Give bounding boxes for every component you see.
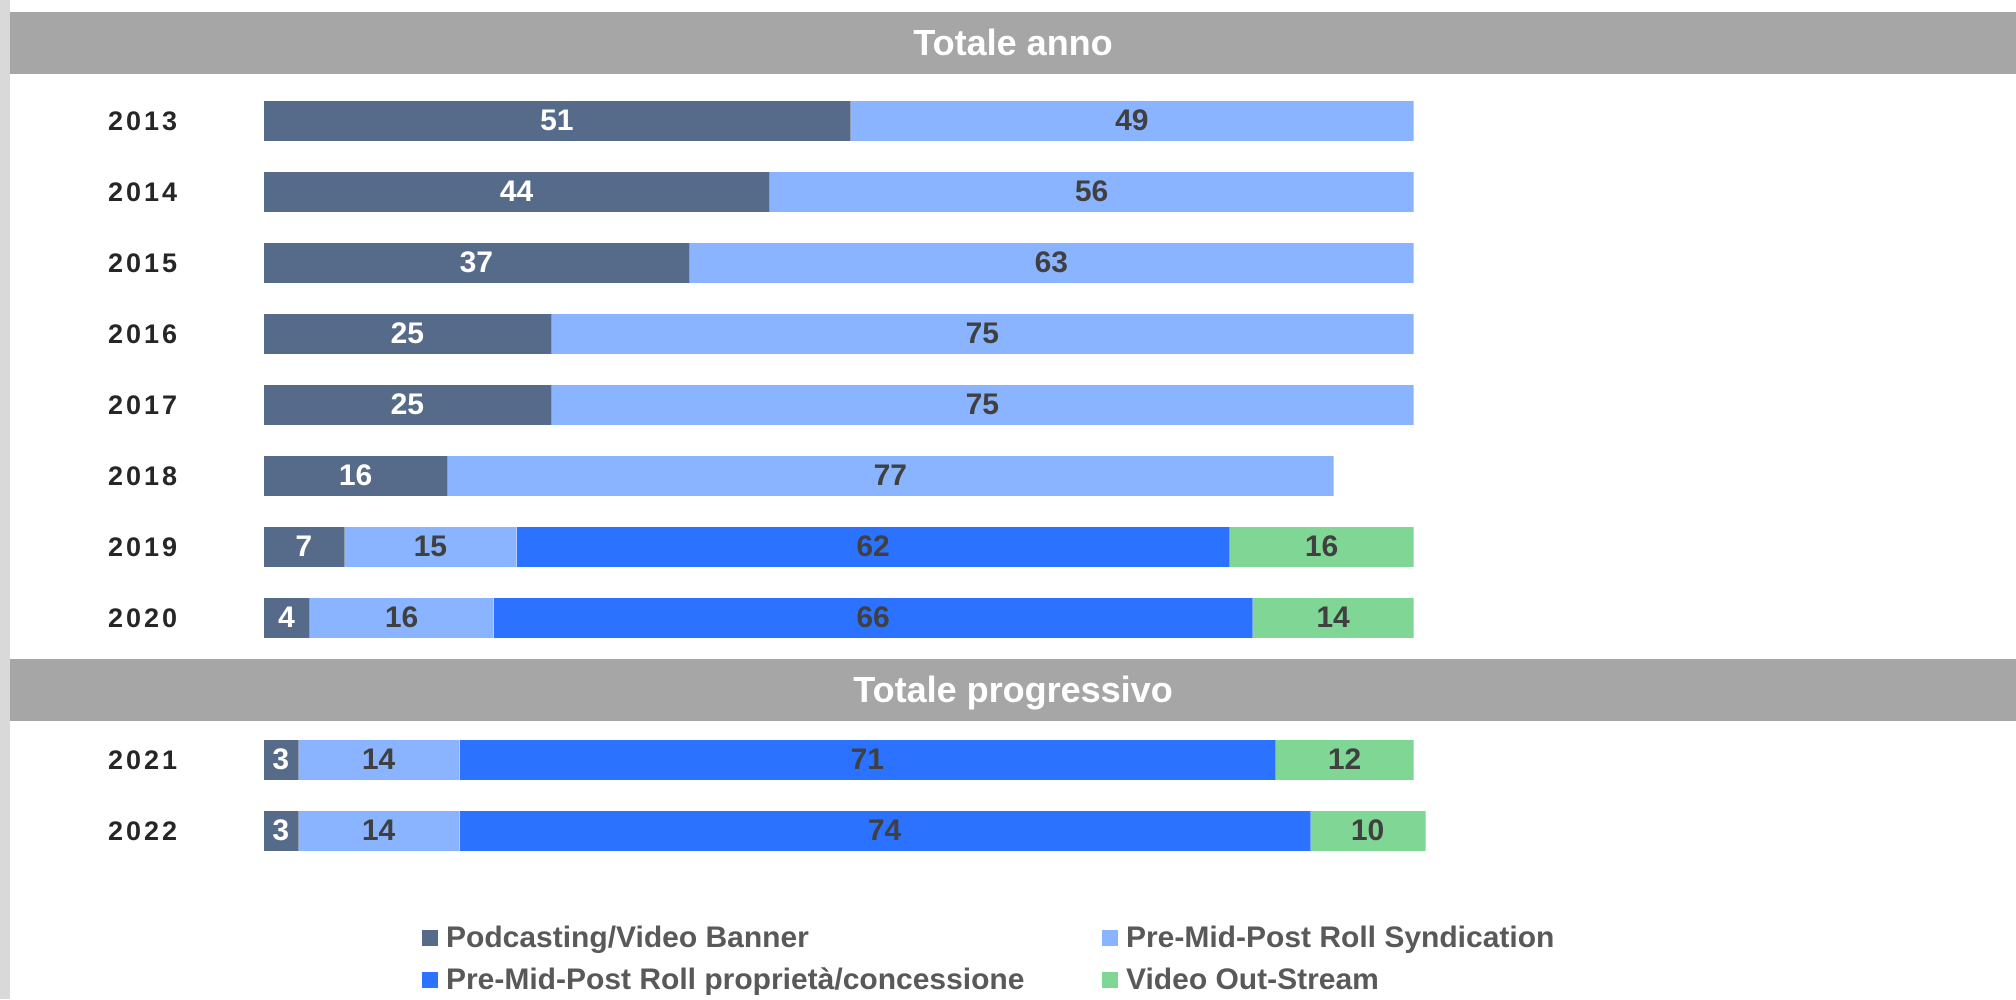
year-label-2015: 2015 — [108, 248, 181, 278]
legend-swatch-podcasting — [422, 930, 438, 946]
bar-segment-2019-s2: 62 — [517, 527, 1230, 567]
bar-row-2020: 4 16 66 14 — [264, 598, 2016, 638]
bar-segment-2021-s3: 12 — [1276, 740, 1414, 780]
bar-segment-2019-s0: 7 — [264, 527, 345, 567]
bar-row-2022: 3 14 74 10 — [264, 811, 2016, 851]
bar-segment-2022-s0: 3 — [264, 811, 299, 851]
left-edge-strip — [0, 0, 10, 999]
bar-segment-2020-s1: 16 — [310, 598, 494, 638]
bar-segment-2022-s2: 74 — [459, 811, 1311, 851]
year-label-2014: 2014 — [108, 177, 181, 207]
bar-segment-2013-s1: 49 — [850, 101, 1414, 141]
bar-segment-2019-s1: 15 — [344, 527, 517, 567]
legend-label-outstream: Video Out-Stream — [1126, 963, 1379, 996]
bar-segment-2017-s0: 25 — [264, 385, 552, 425]
bar-segment-2016-s0: 25 — [264, 314, 552, 354]
chart-legend: Podcasting/Video Banner Pre-Mid-Post Rol… — [422, 918, 1622, 999]
legend-swatch-proprieta — [422, 972, 438, 988]
bar-segment-2017-s1: 75 — [551, 385, 1414, 425]
bar-row-2017: 25 75 — [264, 385, 2016, 425]
legend-label-syndication: Pre-Mid-Post Roll Syndication — [1126, 921, 1555, 954]
bar-segment-2021-s1: 14 — [298, 740, 460, 780]
bar-segment-2016-s1: 75 — [551, 314, 1414, 354]
bar-segment-2021-s2: 71 — [459, 740, 1276, 780]
section-title-annual: Totale anno — [10, 12, 2016, 74]
bar-segment-2019-s3: 16 — [1230, 527, 1414, 567]
year-label-2013: 2013 — [108, 106, 181, 136]
legend-item-outstream: Video Out-Stream — [1102, 960, 1379, 1000]
bar-segment-2018-s0: 16 — [264, 456, 448, 496]
year-label-2017: 2017 — [108, 390, 181, 420]
year-label-2022: 2022 — [108, 816, 181, 846]
bar-segment-2020-s2: 66 — [494, 598, 1253, 638]
bar-segment-2022-s1: 14 — [298, 811, 460, 851]
bar-row-2016: 25 75 — [264, 314, 2016, 354]
year-label-2021: 2021 — [108, 745, 181, 775]
bar-segment-2021-s0: 3 — [264, 740, 299, 780]
legend-item-syndication: Pre-Mid-Post Roll Syndication — [1102, 918, 1554, 958]
bar-segment-2015-s0: 37 — [264, 243, 690, 283]
bar-segment-2022-s3: 10 — [1310, 811, 1426, 851]
bar-row-2015: 37 63 — [264, 243, 2016, 283]
section-title-progressive: Totale progressivo — [10, 659, 2016, 721]
bar-segment-2020-s3: 14 — [1253, 598, 1414, 638]
bar-row-2013: 51 49 — [264, 101, 2016, 141]
bar-segment-2020-s0: 4 — [264, 598, 310, 638]
bar-segment-2015-s1: 63 — [689, 243, 1414, 283]
bar-row-2018: 16 77 — [264, 456, 2016, 496]
legend-label-proprieta: Pre-Mid-Post Roll proprietà/concessione — [446, 963, 1025, 996]
year-label-2019: 2019 — [108, 532, 181, 562]
year-label-2020: 2020 — [108, 603, 181, 633]
bar-segment-2014-s0: 44 — [264, 172, 770, 212]
bar-row-2019: 7 15 62 16 — [264, 527, 2016, 567]
year-label-2018: 2018 — [108, 461, 181, 491]
legend-swatch-outstream — [1102, 972, 1118, 988]
legend-item-podcasting: Podcasting/Video Banner — [422, 918, 809, 958]
bar-segment-2014-s1: 56 — [770, 172, 1414, 212]
bar-segment-2013-s0: 51 — [264, 101, 851, 141]
bar-segment-2018-s1: 77 — [448, 456, 1334, 496]
legend-item-proprieta: Pre-Mid-Post Roll proprietà/concessione — [422, 960, 1024, 1000]
year-label-2016: 2016 — [108, 319, 181, 349]
bar-row-2014: 44 56 — [264, 172, 2016, 212]
legend-swatch-syndication — [1102, 930, 1118, 946]
bar-row-2021: 3 14 71 12 — [264, 740, 2016, 780]
legend-label-podcasting: Podcasting/Video Banner — [446, 921, 809, 954]
